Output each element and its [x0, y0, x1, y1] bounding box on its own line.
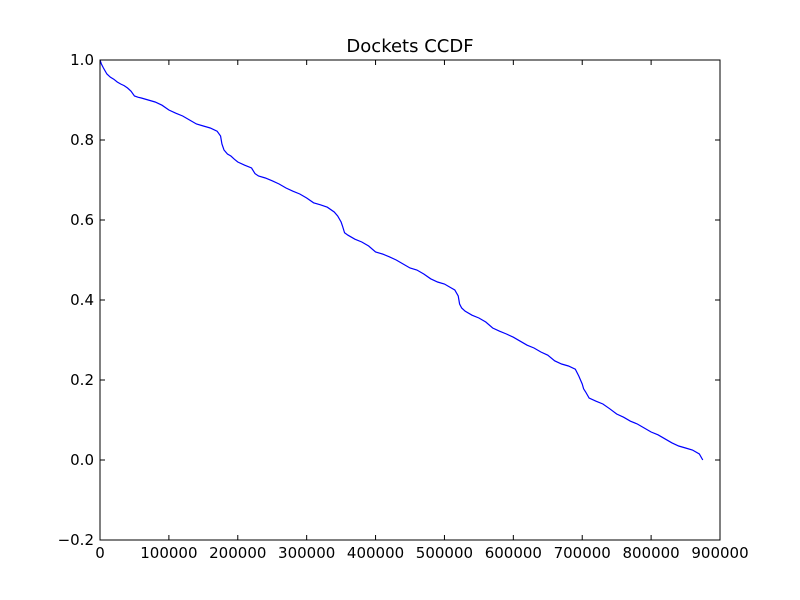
y-tick-label: −0.2 — [58, 531, 94, 549]
chart-title: Dockets CCDF — [346, 36, 473, 57]
y-tick-label: 0.8 — [70, 131, 94, 149]
x-tick-label: 800000 — [622, 544, 679, 562]
x-tick-label: 400000 — [347, 544, 404, 562]
y-tick-label: 0.6 — [70, 211, 94, 229]
y-tick-label: 0.0 — [70, 451, 94, 469]
y-tick-label: 0.2 — [70, 371, 94, 389]
x-tick-label: 700000 — [554, 544, 611, 562]
x-tick-label: 900000 — [691, 544, 748, 562]
ccdf-series-line-0 — [99, 59, 704, 461]
plot-frame — [99, 59, 721, 541]
x-tick-label: 0 — [95, 544, 105, 562]
x-tick-label: 300000 — [278, 544, 335, 562]
y-tick-label: 0.4 — [70, 291, 94, 309]
axis-ticks: 0 100000 200000 300000 400000 500000 600000 700… — [58, 51, 749, 562]
y-tick-label: 1.0 — [70, 51, 94, 69]
x-tick-label: 100000 — [140, 544, 197, 562]
x-tick-label: 200000 — [209, 544, 266, 562]
plot-area — [99, 59, 704, 461]
x-tick-label: 600000 — [485, 544, 542, 562]
x-tick-label: 500000 — [416, 544, 473, 562]
